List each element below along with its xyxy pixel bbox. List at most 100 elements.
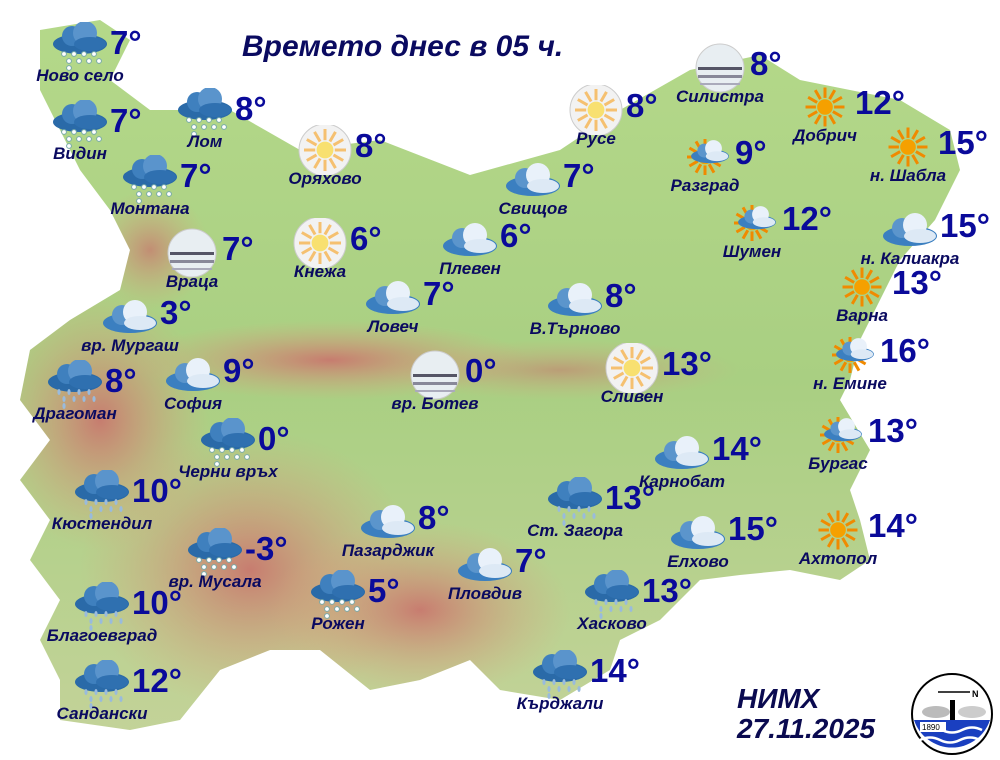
station-name: Ст. Загора (527, 521, 623, 540)
station-name: Силистра (675, 87, 765, 106)
station-temperature: 10° (132, 472, 182, 509)
station-temperature: 12° (855, 84, 905, 121)
station-name: Оряхово (288, 169, 362, 188)
rain-weather-icon (75, 582, 129, 631)
station-marker: 9° София (163, 350, 255, 413)
station-temperature: 13° (605, 479, 655, 516)
station-name: Лом (187, 132, 223, 151)
station-marker: -3° вр. Мусала (168, 528, 288, 591)
station-temperature: 8° (235, 90, 267, 127)
sun-haze-weather-icon (298, 125, 352, 175)
partly-cloudy-weather-icon (687, 139, 729, 175)
rain-snow-weather-icon (53, 22, 107, 71)
station-marker: 10° Благоевград (47, 582, 182, 645)
station-name: Русе (576, 129, 616, 148)
station-temperature: 9° (223, 352, 255, 389)
station-marker: 14° Кърджали (517, 650, 640, 713)
station-temperature: 12° (132, 662, 182, 699)
rain-weather-icon (48, 360, 102, 409)
rain-snow-weather-icon (123, 155, 177, 204)
station-temperature: 0° (465, 352, 497, 389)
station-temperature: 8° (605, 277, 637, 314)
cloudy-weather-icon (506, 163, 560, 196)
station-name: вр. Ботев (391, 394, 479, 413)
station-temperature: 7° (563, 157, 595, 194)
sunny-weather-icon (818, 510, 858, 550)
sunny-weather-icon (842, 267, 882, 307)
partly-cloudy-weather-icon (832, 337, 874, 373)
station-temperature: -3° (245, 530, 288, 567)
station-temperature: 3° (160, 294, 192, 331)
station-temperature: 7° (222, 230, 254, 267)
station-temperature: 5° (368, 572, 400, 609)
station-marker: 8° Драгоман (33, 360, 137, 423)
forecast-date: 27.11.2025 (737, 713, 876, 744)
fog-weather-icon (695, 43, 745, 93)
map-title: Времето днес в 05 ч. (242, 30, 564, 63)
cloudy-weather-icon (166, 358, 220, 391)
station-marker: 7° Пловдив (448, 540, 547, 603)
rain-weather-icon (75, 660, 129, 709)
rain-weather-icon (533, 650, 587, 699)
sun-haze-weather-icon (569, 85, 623, 135)
station-name: Кюстендил (51, 514, 153, 533)
cloudy-weather-icon (366, 281, 420, 314)
station-name: Добрич (793, 126, 857, 145)
station-name: Свищов (498, 199, 568, 218)
station-marker: 8° Русе (566, 85, 658, 148)
station-temperature: 8° (105, 362, 137, 399)
sunny-weather-icon (888, 127, 928, 167)
station-marker: 7° Ловеч (363, 273, 455, 336)
station-name: Черни връх (178, 462, 278, 481)
station-marker: 13° Ст. Загора (527, 477, 655, 540)
cloudy-weather-icon (883, 213, 937, 246)
cloudy-weather-icon (671, 516, 725, 549)
station-marker: 5° Рожен (308, 570, 400, 633)
partly-cloudy-weather-icon (734, 205, 776, 241)
station-temperature: 15° (938, 124, 988, 161)
station-name: Хасково (577, 614, 647, 633)
station-temperature: 7° (423, 275, 455, 312)
station-marker: 8° Оряхово (288, 125, 387, 188)
station-marker: 6° Плевен (439, 215, 531, 278)
station-name: Монтана (110, 199, 190, 218)
station-temperature: 15° (728, 510, 778, 547)
station-marker: 13° Варна (832, 262, 942, 325)
station-marker: 15° Елхово (667, 508, 778, 571)
svg-text:1890: 1890 (922, 723, 940, 732)
station-temperature: 0° (258, 420, 290, 457)
station-marker: 15° н. Шабла (870, 122, 988, 185)
fog-weather-icon (167, 228, 217, 278)
station-name: Ново село (36, 66, 124, 85)
station-marker: 7° Свищов (498, 155, 594, 218)
station-temperature: 7° (110, 24, 142, 61)
station-name: Кърджали (516, 694, 604, 713)
sunny-weather-icon (805, 87, 845, 127)
station-temperature: 16° (880, 332, 930, 369)
station-marker: 13° Хасково (577, 570, 692, 633)
sun-haze-weather-icon (293, 218, 347, 268)
station-name: Пловдив (448, 584, 522, 603)
station-temperature: 7° (110, 102, 142, 139)
station-marker: 3° вр. Мургаш (81, 292, 191, 355)
station-temperature: 7° (515, 542, 547, 579)
station-marker: 8° Лом (175, 88, 267, 151)
station-name: вр. Мусала (168, 572, 262, 591)
station-marker: 12° Добрич (793, 82, 905, 145)
station-name: Благоевград (46, 626, 158, 645)
rain-snow-weather-icon (53, 100, 107, 149)
station-name: Пазарджик (341, 541, 435, 560)
station-temperature: 13° (868, 412, 918, 449)
rain-weather-icon (548, 477, 602, 526)
rain-snow-weather-icon (178, 88, 232, 137)
cloudy-weather-icon (458, 548, 512, 581)
station-marker: 8° В.Търново (530, 275, 637, 338)
station-name: Разград (670, 176, 740, 195)
cloudy-weather-icon (361, 505, 415, 538)
station-marker: 7° Монтана (110, 155, 212, 218)
station-name: Шумен (722, 242, 782, 261)
organization-and-date: НИМХ 27.11.2025 (737, 684, 875, 744)
station-temperature: 6° (500, 217, 532, 254)
station-name: н. Калиакра (860, 249, 960, 268)
station-temperature: 7° (180, 157, 212, 194)
